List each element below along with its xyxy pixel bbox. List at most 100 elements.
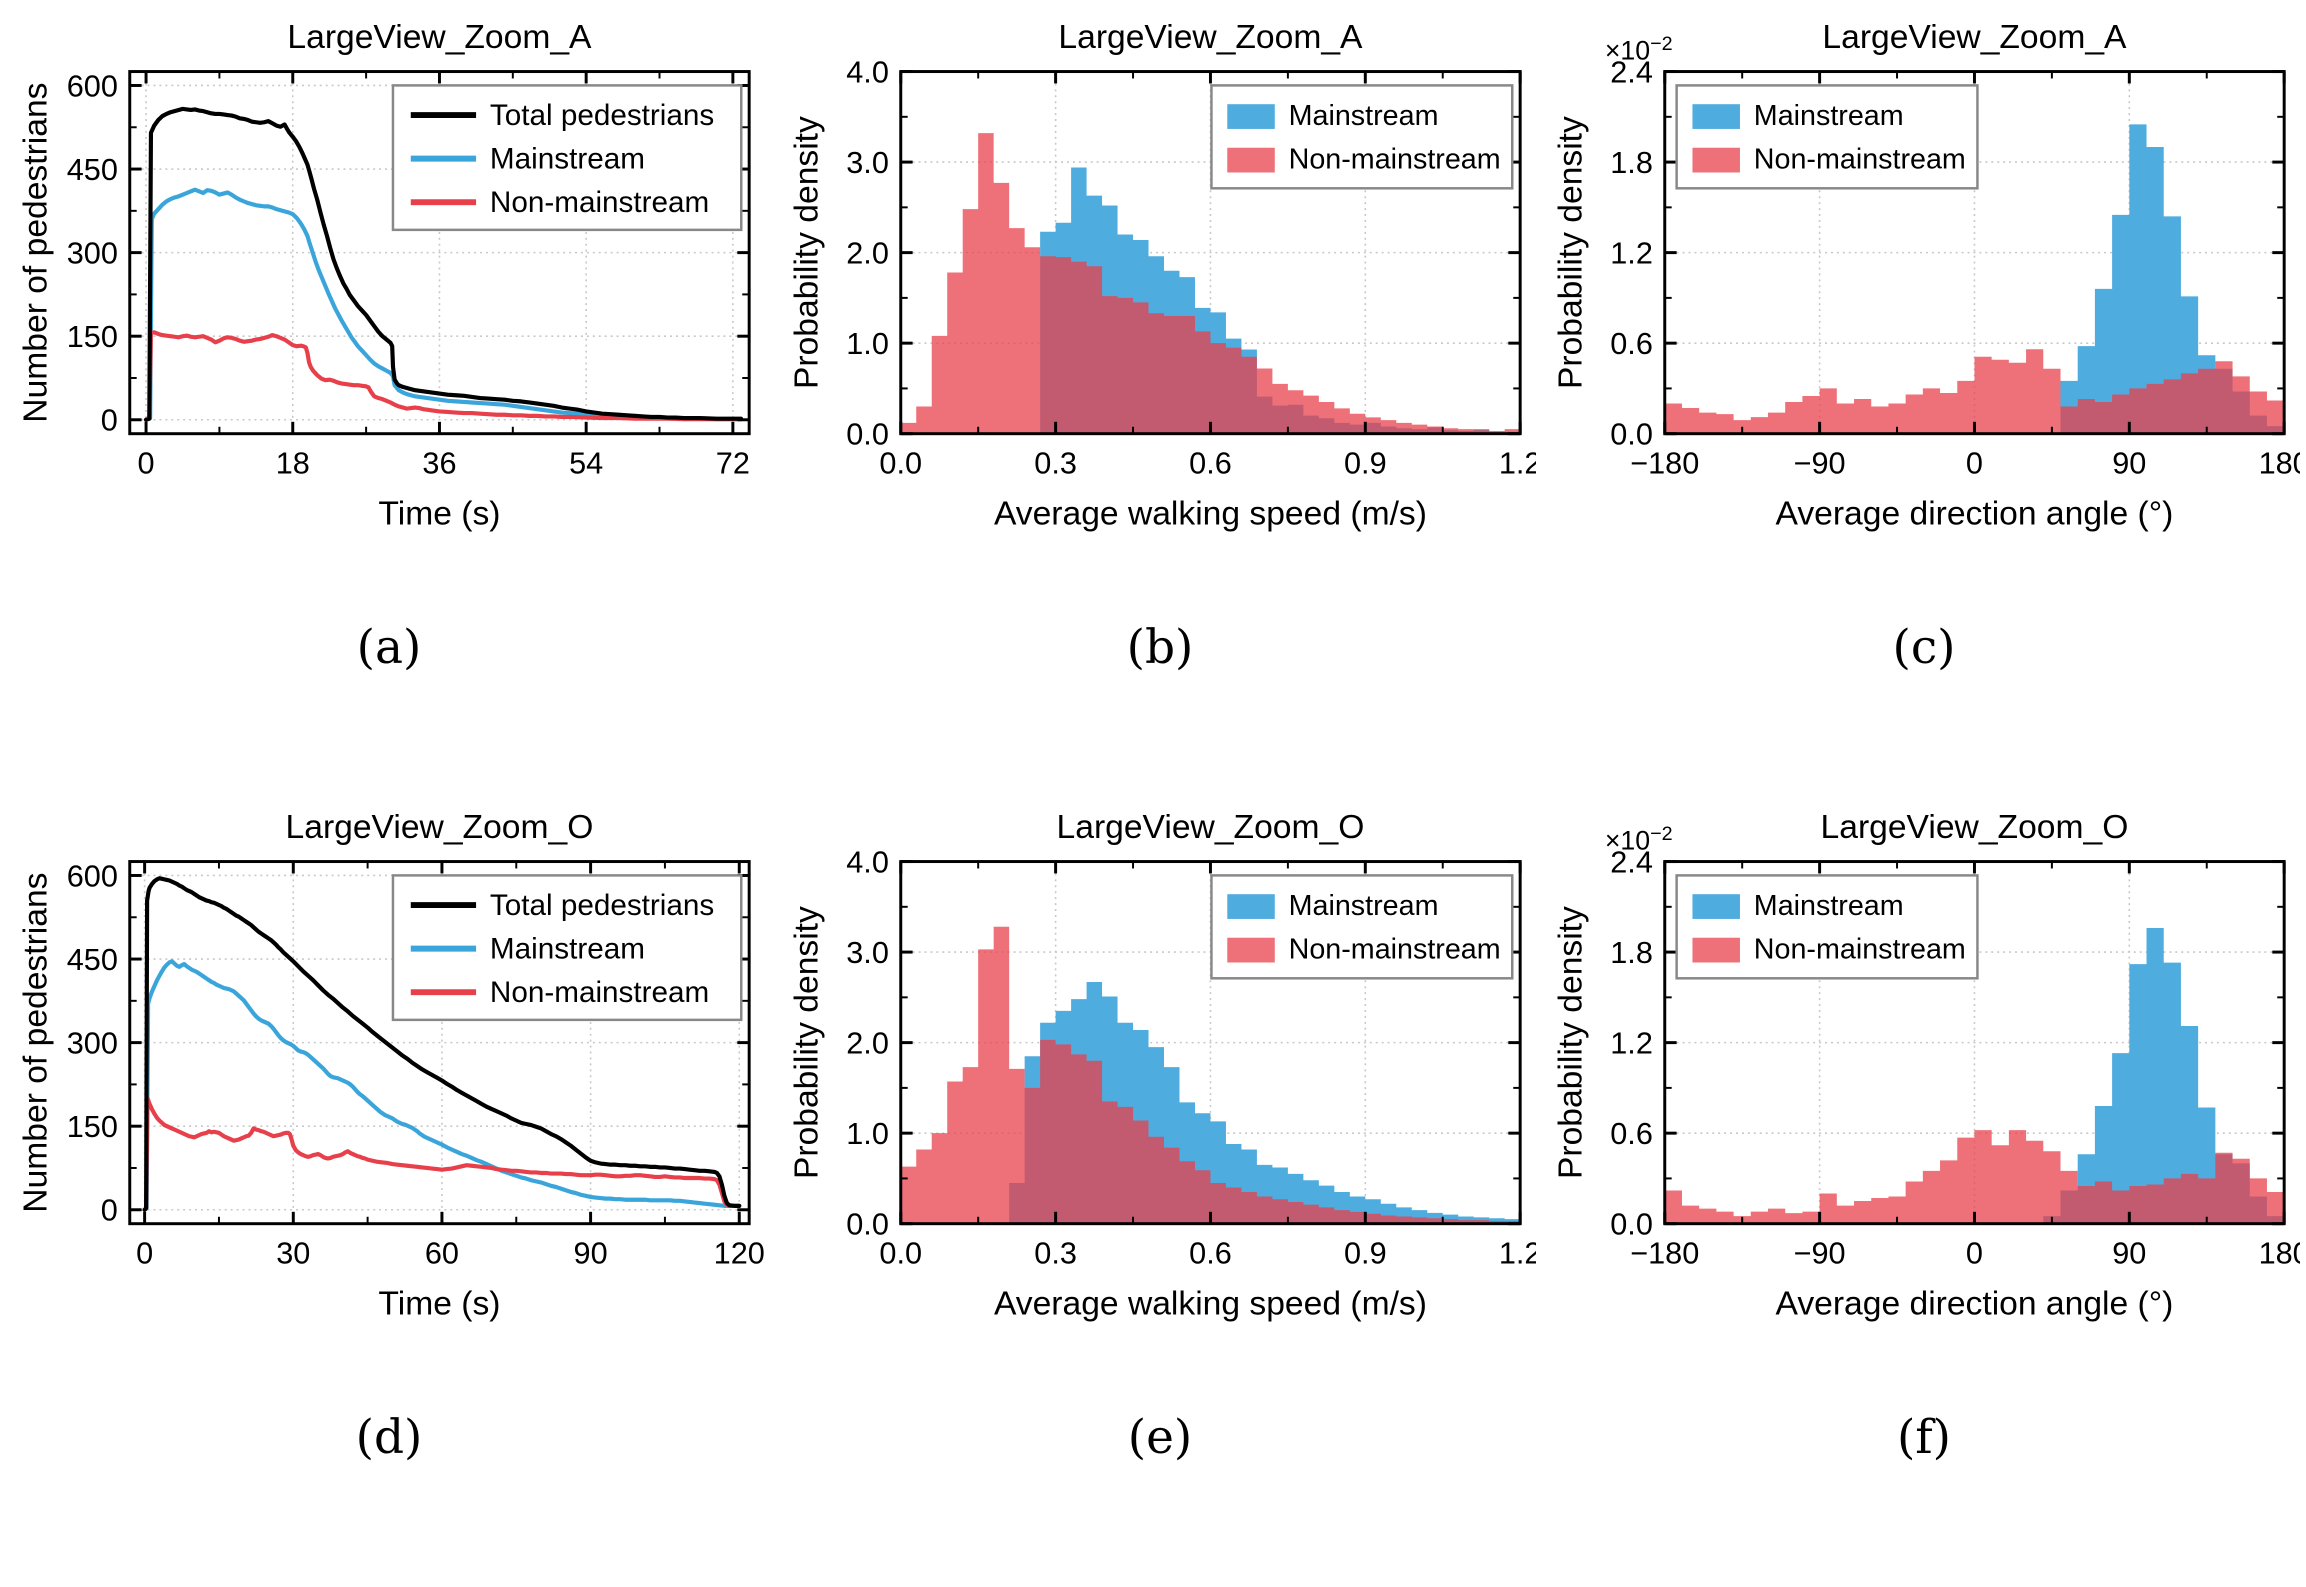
legend-swatch-patch (1227, 104, 1275, 129)
histogram-non-mainstream (900, 133, 1521, 434)
panel-b: 0.0 0.3 0.6 0.9 1.2 0.0 1.0 2.0 3.0 4.0 LargeView_… (778, 0, 1542, 790)
y-axis-label: Number of pedestrians (18, 873, 55, 1213)
y-tick-label: 150 (67, 320, 118, 354)
y-tick-label: 450 (67, 943, 118, 977)
y-tick-label: 0 (101, 404, 118, 438)
x-tick-label: 0.6 (1189, 1236, 1232, 1270)
y-tick-label: 1.8 (1610, 146, 1653, 180)
legend-label: Non-mainstream (1754, 934, 1966, 966)
x-axis-label: Time (s) (378, 1286, 500, 1323)
x-tick-label: 18 (276, 446, 310, 480)
chart-d-pedestrians-vs-time: 0 30 60 90 120 0 150 300 450 600 LargeView_Zoom_O T… (13, 798, 765, 1404)
chart-f-direction-histogram: −180 −90 0 90 180 0.0 0.6 1.2 1.8 2.4 LargeView_Zo… (1548, 798, 2300, 1404)
histogram-mainstream (1664, 124, 2285, 434)
panel-caption-f: (f) (1896, 1410, 1952, 1465)
legend-label: Non-mainstream (1754, 144, 1966, 176)
chart-title: LargeView_Zoom_O (1057, 809, 1365, 846)
legend: Mainstream Non-mainstream (1210, 84, 1514, 190)
x-tick-label: 1.2 (1499, 446, 1536, 480)
legend-swatch-patch (1692, 104, 1740, 129)
panel-caption-c: (c) (1892, 620, 1956, 675)
y-tick-label: 2.4 (1610, 55, 1653, 89)
legend: Total pedestrians Mainstream Non-mainstrea… (391, 84, 743, 232)
axes (1663, 860, 2286, 1226)
y-tick-label: 2.0 (846, 1027, 889, 1061)
y-tick-label: 0.6 (1610, 1117, 1653, 1151)
x-tick-label: 0 (136, 1236, 153, 1270)
x-tick-label: 0.3 (1034, 446, 1077, 480)
y-tick-label: 0.0 (846, 418, 889, 452)
x-tick-label: −180 (1630, 1236, 1699, 1270)
y-tick-label: 1.0 (846, 1117, 889, 1151)
y-axis-label: Probability density (1553, 116, 1590, 389)
y-axis-label: Number of pedestrians (18, 83, 55, 423)
x-tick-label: 90 (574, 1236, 608, 1270)
chart-a-pedestrians-vs-time: 0 18 36 54 72 0 150 300 450 600 LargeView_Zoom_A Ti… (13, 8, 765, 614)
y-axis-label: Probability density (1553, 906, 1590, 1179)
legend-swatch-patch (1227, 937, 1275, 963)
x-tick-label: 180 (2259, 446, 2300, 480)
panel-caption-e: (e) (1127, 1410, 1193, 1465)
panel-c: −180 −90 0 90 180 0.0 0.6 1.2 1.8 2.4 LargeView_Zo… (1542, 0, 2306, 790)
legend: Total pedestrians Mainstream Non-mainstrea… (391, 874, 743, 1022)
line-non-mainstream (143, 330, 744, 422)
legend: Mainstream Non-mainstream (1675, 84, 1979, 190)
x-tick-label: 72 (716, 446, 750, 480)
chart-title: LargeView_Zoom_O (1821, 809, 2129, 846)
histogram-non-mainstream (1664, 349, 2285, 434)
y-tick-label: 1.2 (1610, 237, 1653, 271)
legend-label: Mainstream (1754, 100, 1904, 132)
x-tick-label: 0.6 (1189, 446, 1232, 480)
x-tick-label: 60 (425, 1236, 459, 1270)
x-tick-label: 30 (276, 1236, 310, 1270)
x-tick-label: 0.9 (1344, 1236, 1387, 1270)
chart-c-direction-histogram: −180 −90 0 90 180 0.0 0.6 1.2 1.8 2.4 LargeView_Zo… (1548, 8, 2300, 614)
x-axis-label: Average direction angle (°) (1776, 496, 2174, 533)
y-tick-label: 3.0 (846, 936, 889, 970)
x-tick-label: 90 (2112, 1236, 2146, 1270)
legend-label: Non-mainstream (490, 976, 709, 1009)
legend-swatch-patch (1692, 894, 1740, 919)
axes (899, 860, 1522, 1226)
x-tick-label: 54 (569, 446, 603, 480)
legend-swatch-patch (1692, 937, 1740, 963)
legend-swatch-patch (1692, 147, 1740, 173)
legend: Mainstream Non-mainstream (1675, 874, 1979, 980)
axes (1663, 70, 2286, 436)
x-tick-label: 0.9 (1344, 446, 1387, 480)
legend-label: Non-mainstream (490, 186, 709, 219)
y-tick-label: 150 (67, 1110, 118, 1144)
x-axis-label: Time (s) (378, 496, 500, 533)
legend-label: Mainstream (490, 933, 645, 966)
legend-label: Mainstream (1289, 890, 1439, 922)
x-tick-label: 90 (2112, 446, 2146, 480)
axes (128, 70, 751, 436)
x-tick-label: −90 (1794, 1236, 1846, 1270)
chart-title: LargeView_Zoom_A (287, 19, 592, 56)
x-tick-label: 0.0 (879, 446, 922, 480)
y-tick-label: 0 (101, 1194, 118, 1228)
x-tick-label: 120 (714, 1236, 765, 1270)
y-tick-label: 2.0 (846, 237, 889, 271)
x-tick-label: 0.3 (1034, 1236, 1077, 1270)
chart-e-speed-histogram: 0.0 0.3 0.6 0.9 1.2 0.0 1.0 2.0 3.0 4.0 LargeView_… (784, 798, 1536, 1404)
panel-d: 0 30 60 90 120 0 150 300 450 600 LargeView_Zoom_O T… (0, 790, 778, 1587)
x-tick-label: 0.0 (879, 1236, 922, 1270)
x-tick-label: 36 (422, 446, 456, 480)
histogram-mainstream (1664, 927, 2285, 1224)
line-non-mainstream (142, 1096, 742, 1212)
panel-e: 0.0 0.3 0.6 0.9 1.2 0.0 1.0 2.0 3.0 4.0 LargeView_… (778, 790, 1542, 1587)
legend: Mainstream Non-mainstream (1210, 874, 1514, 980)
y-axis-label: Probability density (789, 116, 826, 389)
y-tick-label: 0.6 (1610, 327, 1653, 361)
histogram-non-mainstream (1664, 1130, 2285, 1224)
chart-title: LargeView_Zoom_O (286, 809, 594, 846)
x-tick-label: −180 (1630, 446, 1699, 480)
y-tick-label: 1.0 (846, 327, 889, 361)
x-axis-label: Average walking speed (m/s) (994, 1286, 1427, 1323)
x-tick-label: 0 (1966, 446, 1983, 480)
histogram-non-mainstream (900, 926, 1521, 1224)
x-axis-label: Average walking speed (m/s) (994, 496, 1427, 533)
panel-caption-a: (a) (356, 620, 422, 675)
